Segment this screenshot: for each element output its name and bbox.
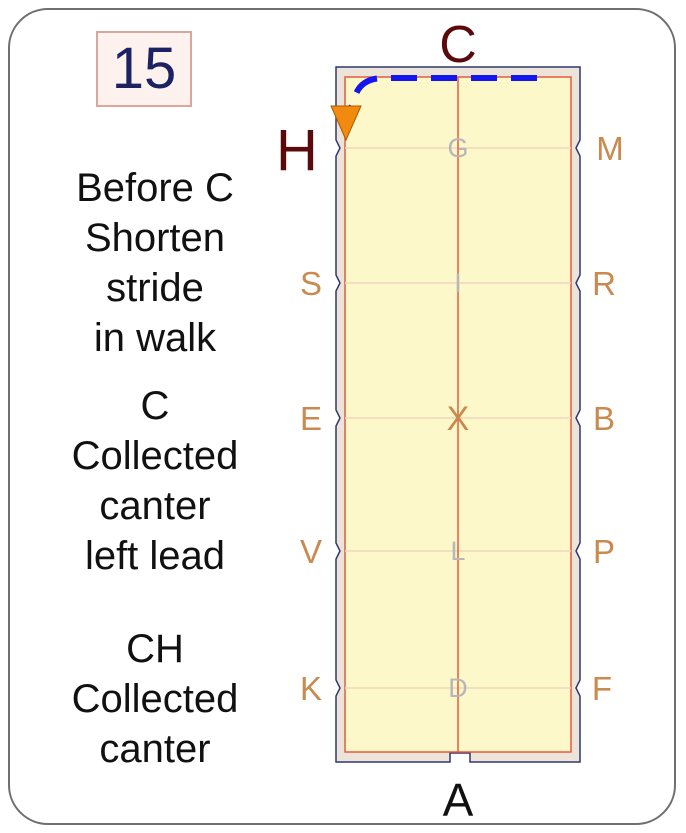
instruction-line: Before C [76,166,234,210]
instruction-line: Collected [71,677,239,721]
letter-p: P [593,533,615,570]
letter-v: V [300,533,322,570]
letter-i: I [454,268,462,298]
letter-h: H [276,118,318,183]
letter-k: K [300,670,322,707]
test-number-box: 15 [96,31,192,107]
letter-l: L [450,536,465,566]
path-c-to-h [347,75,537,112]
instruction-before-c: Before C Shorten stride in walk [35,163,275,363]
instruction-line: stride [106,266,204,310]
letter-r: R [592,265,616,302]
direction-marker-icon [330,105,362,142]
test-number: 15 [111,36,177,101]
instruction-line: left lead [84,534,226,578]
instruction-line: Collected [71,434,239,478]
instruction-line: in walk [93,316,217,360]
letter-g: G [447,133,468,163]
instruction-line: canter [99,484,211,528]
letter-a: A [443,774,474,826]
letter-e: E [300,400,322,437]
letter-d: D [448,673,468,703]
instruction-line: canter [99,727,211,771]
instruction-line: Shorten [84,216,226,260]
letter-m: M [596,130,624,167]
letter-c: C [439,16,477,74]
instruction-line: CH [126,627,184,671]
letter-f: F [592,670,612,707]
instruction-c: C Collected canter left lead [35,381,275,581]
letter-b: B [593,400,615,437]
letter-x: X [447,400,470,438]
instruction-ch: CH Collected canter [35,624,275,774]
letter-s: S [300,265,322,302]
instruction-line: C [140,384,170,428]
